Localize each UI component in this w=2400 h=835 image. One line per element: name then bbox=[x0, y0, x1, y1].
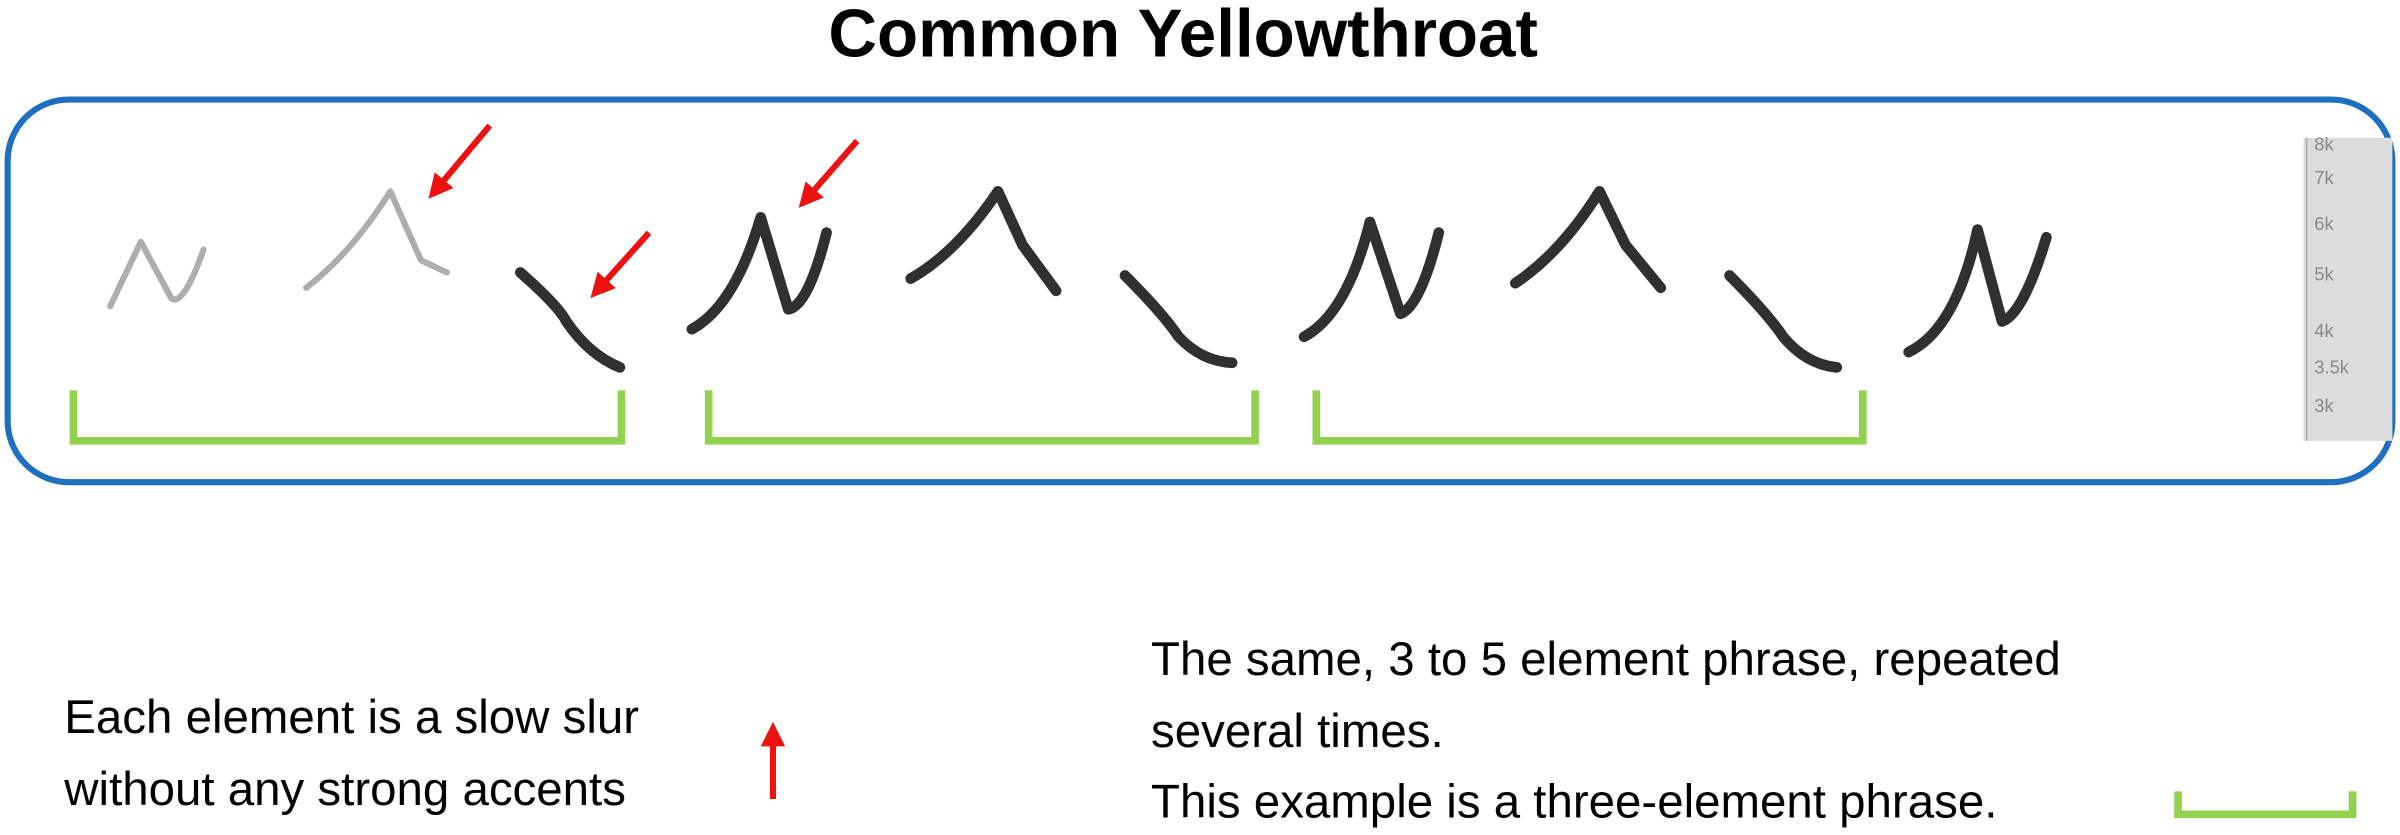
frequency-axis: 8k 7k 6k 5k 4k 3.5k 3k bbox=[2303, 133, 2393, 441]
element bbox=[905, 185, 1062, 297]
element bbox=[1724, 270, 1843, 373]
bracket bbox=[69, 390, 626, 445]
element bbox=[1509, 185, 1667, 294]
note-text: several times. bbox=[1151, 705, 1444, 758]
note-text: without any strong accents bbox=[63, 763, 626, 816]
element bbox=[515, 267, 626, 373]
song-elements bbox=[107, 185, 2052, 373]
element bbox=[1903, 224, 2052, 358]
frequency-label: 8k bbox=[2314, 133, 2334, 154]
bracket bbox=[1312, 390, 1867, 445]
frequency-label: 5k bbox=[2314, 263, 2334, 284]
arrow bbox=[428, 123, 493, 199]
note-text: Each element is a slow slur bbox=[64, 691, 639, 744]
frequency-label: 3k bbox=[2314, 395, 2334, 416]
axis-panel bbox=[2303, 137, 2393, 441]
element bbox=[686, 212, 832, 335]
frequency-label: 4k bbox=[2314, 320, 2334, 341]
legend-bracket bbox=[2174, 791, 2357, 819]
note-text: The same, 3 to 5 element phrase, repeate… bbox=[1151, 633, 2061, 686]
arrow bbox=[798, 138, 860, 208]
spectrogram-frame bbox=[4, 96, 2396, 486]
element bbox=[303, 188, 450, 291]
title: Common Yellowthroat bbox=[828, 0, 1538, 72]
frequency-label: 7k bbox=[2314, 167, 2334, 188]
element bbox=[1298, 216, 1445, 343]
bracket bbox=[704, 390, 1259, 445]
frequency-label: 6k bbox=[2314, 213, 2334, 234]
arrow bbox=[590, 230, 652, 299]
note-text: This example is a three-element phrase. bbox=[1151, 775, 1997, 828]
element bbox=[107, 238, 207, 310]
phrase-brackets bbox=[69, 390, 1867, 445]
accent-arrows bbox=[428, 123, 860, 299]
frequency-label: 3.5k bbox=[2314, 357, 2350, 378]
element bbox=[1119, 270, 1238, 369]
